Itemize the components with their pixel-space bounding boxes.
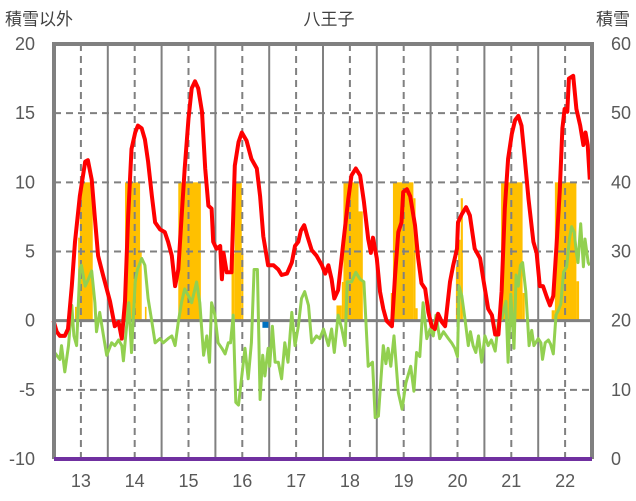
y-right-tick-label: 40 [611,172,631,192]
x-tick-label: 22 [555,471,575,491]
y-left-tick-label: 20 [15,34,35,54]
x-tick-label: 17 [286,471,306,491]
left-axis-title: 積雪以外 [5,10,73,30]
gridlines [54,44,592,459]
snow-bar [144,306,147,321]
blue-point [262,321,269,328]
x-tick-label: 21 [501,471,521,491]
snow-bar [522,293,525,321]
snow-bar [413,198,416,321]
y-left-tick-label: 10 [15,172,35,192]
y-right-tick-label: 30 [611,242,631,262]
y-right-tick-label: 50 [611,103,631,123]
snow-bar [341,281,344,321]
snow-bar [79,182,93,321]
x-tick-label: 16 [232,471,252,491]
y-right-tick-label: 0 [611,449,621,469]
x-tick-label: 13 [71,471,91,491]
x-tick-label: 15 [178,471,198,491]
snow-bar [231,253,235,321]
chart-title: 八王子 [304,10,355,30]
snow-bar [576,281,580,321]
snow-bar [458,239,461,321]
y-left-tick-label: -10 [9,449,35,469]
snow-bar [460,198,463,321]
plot-frame [52,42,594,461]
y-right-tick-label: 10 [611,380,631,400]
snow-bar [140,251,142,321]
y-left-tick-label: 15 [15,103,35,123]
snow-bar [336,305,342,321]
snow-bar [551,310,555,321]
y-right-tick-label: 60 [611,34,631,54]
snow-bar [358,211,363,321]
x-tick-label: 19 [394,471,414,491]
y-left-tick-label: 0 [25,311,35,331]
x-tick-label: 14 [125,471,145,491]
snow-bar [455,266,459,321]
y-left-tick-label: -5 [19,380,35,400]
snow-bar [415,308,418,321]
y-left-tick-label: 5 [25,242,35,262]
right-axis-title: 積雪 [596,10,630,30]
green-series-line [52,222,592,419]
x-tick-label: 20 [447,471,467,491]
x-tick-label: 18 [340,471,360,491]
red-series-line [51,73,592,341]
plot-border [52,42,594,459]
y-right-tick-label: 20 [611,311,631,331]
